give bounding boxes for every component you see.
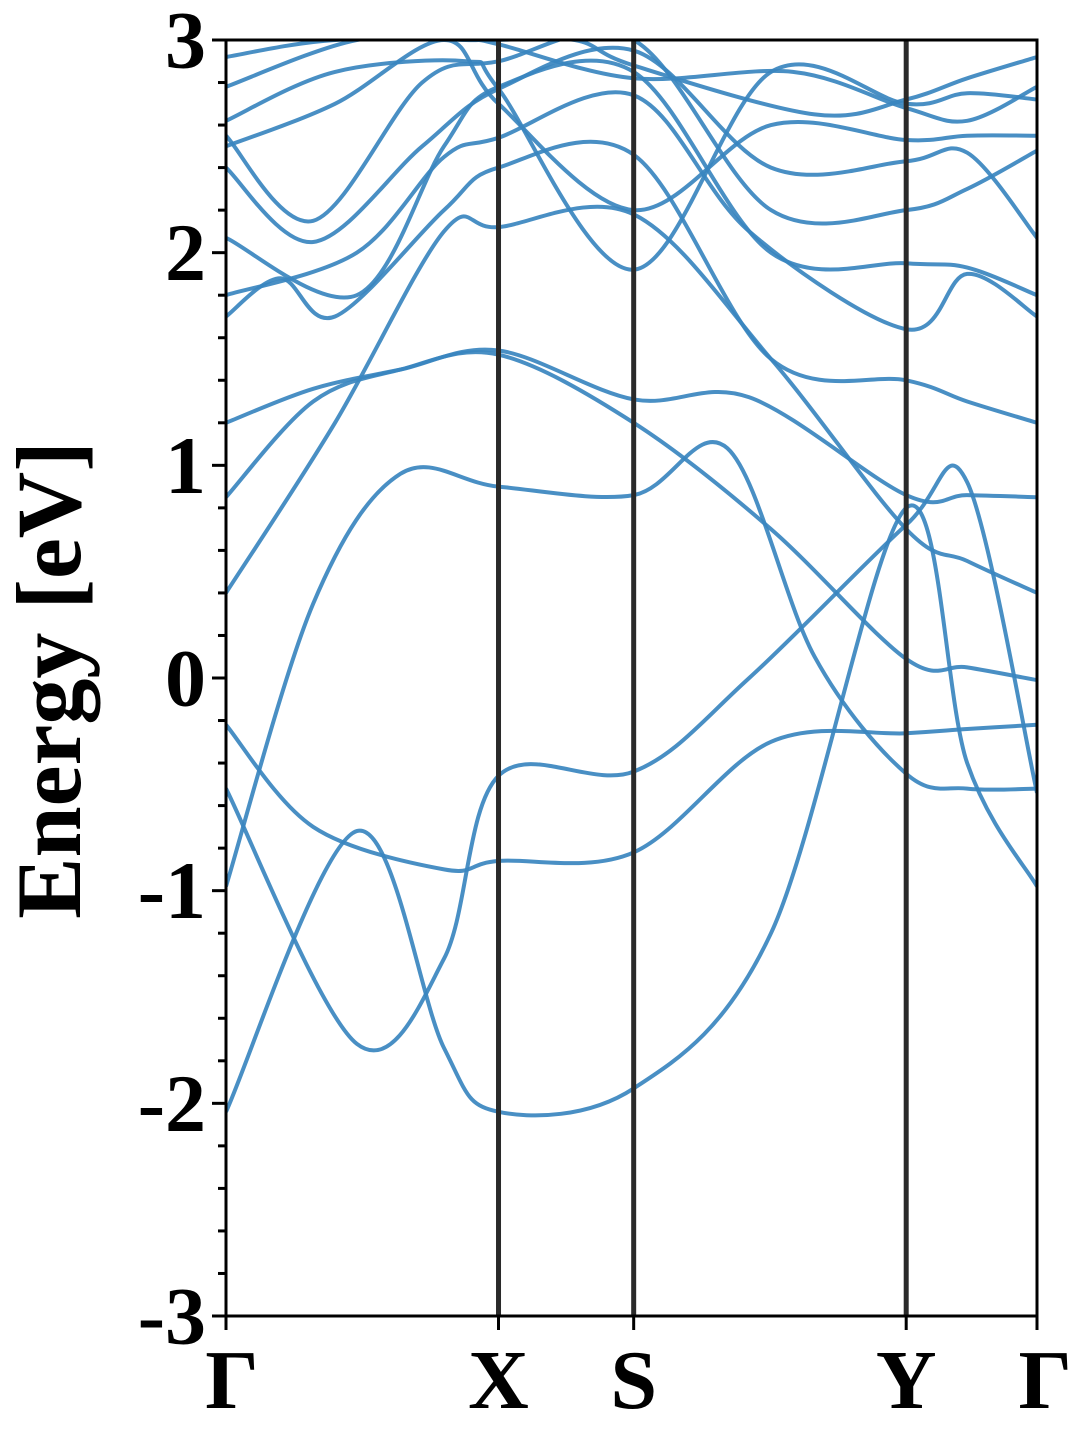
kpoint-lines — [496, 40, 909, 1316]
band-line-10 — [226, 58, 1037, 300]
y-tick-label: 1 — [165, 420, 206, 511]
kpoint-label-Γ: Γ — [1019, 1334, 1072, 1427]
y-tick-label: -3 — [138, 1271, 206, 1362]
y-tick-label: 3 — [165, 0, 206, 86]
band-line-8 — [226, 139, 1037, 425]
band-line-6 — [226, 204, 1037, 595]
kpoint-label-X: X — [468, 1334, 529, 1427]
y-tick-label: 0 — [165, 633, 206, 724]
y-axis-ticks: -3 -2 -1 0 1 2 3 — [138, 0, 226, 1362]
band-line-13 — [226, 40, 1037, 213]
kpoint-label-S: S — [610, 1334, 657, 1427]
y-tick-label: -2 — [138, 1058, 206, 1149]
kpoint-label-Y: Y — [876, 1334, 937, 1427]
y-tick-label: 2 — [165, 207, 206, 298]
y-tick-label: -1 — [138, 845, 206, 936]
kpoint-label-Γ: Γ — [205, 1334, 258, 1427]
band-line-9 — [226, 90, 1037, 332]
band-line-12 — [226, 40, 1037, 226]
band-line-1 — [226, 503, 1037, 1118]
y-axis-label: Energy [eV] — [0, 441, 100, 919]
